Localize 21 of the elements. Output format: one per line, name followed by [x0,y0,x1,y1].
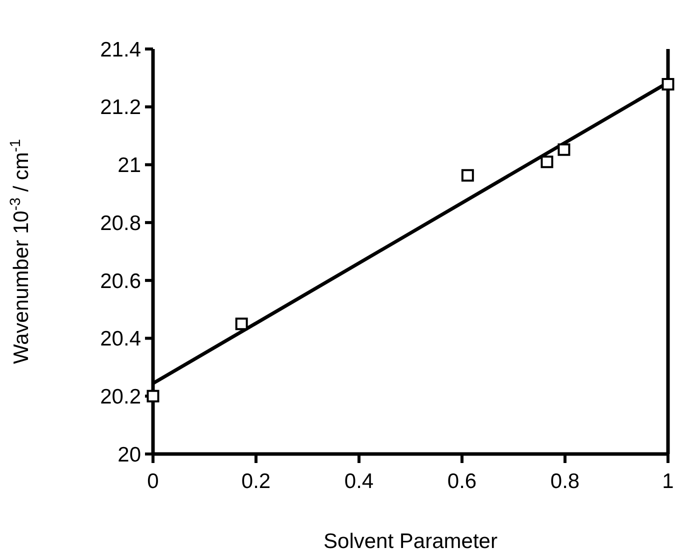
y-tick-label: 20.8 [100,212,141,235]
x-tick-label: 0.6 [447,470,477,493]
y-tick-label: 20.6 [100,270,141,293]
y-tick-label: 20.2 [100,385,141,408]
point [558,143,570,156]
y-tick-label: 21.2 [100,96,141,120]
point [146,390,160,402]
y-tick-label: 21.4 [100,38,142,62]
x-tick-label: 0.4 [344,470,374,493]
y-tick-label: 20.4 [100,328,142,351]
point [461,169,474,182]
y-tick-label: 20 [118,443,141,466]
y-tick-label: 21 [118,154,141,178]
x-axis-title: Solvent Parameter [324,530,498,553]
point [662,78,674,91]
point [235,318,248,330]
x-tick-label: 0 [147,470,159,493]
x-tick-label: 1 [662,470,674,493]
x-tick-label: 0.2 [241,470,271,493]
x-tick-label: 0.8 [550,470,580,493]
point [540,156,554,168]
